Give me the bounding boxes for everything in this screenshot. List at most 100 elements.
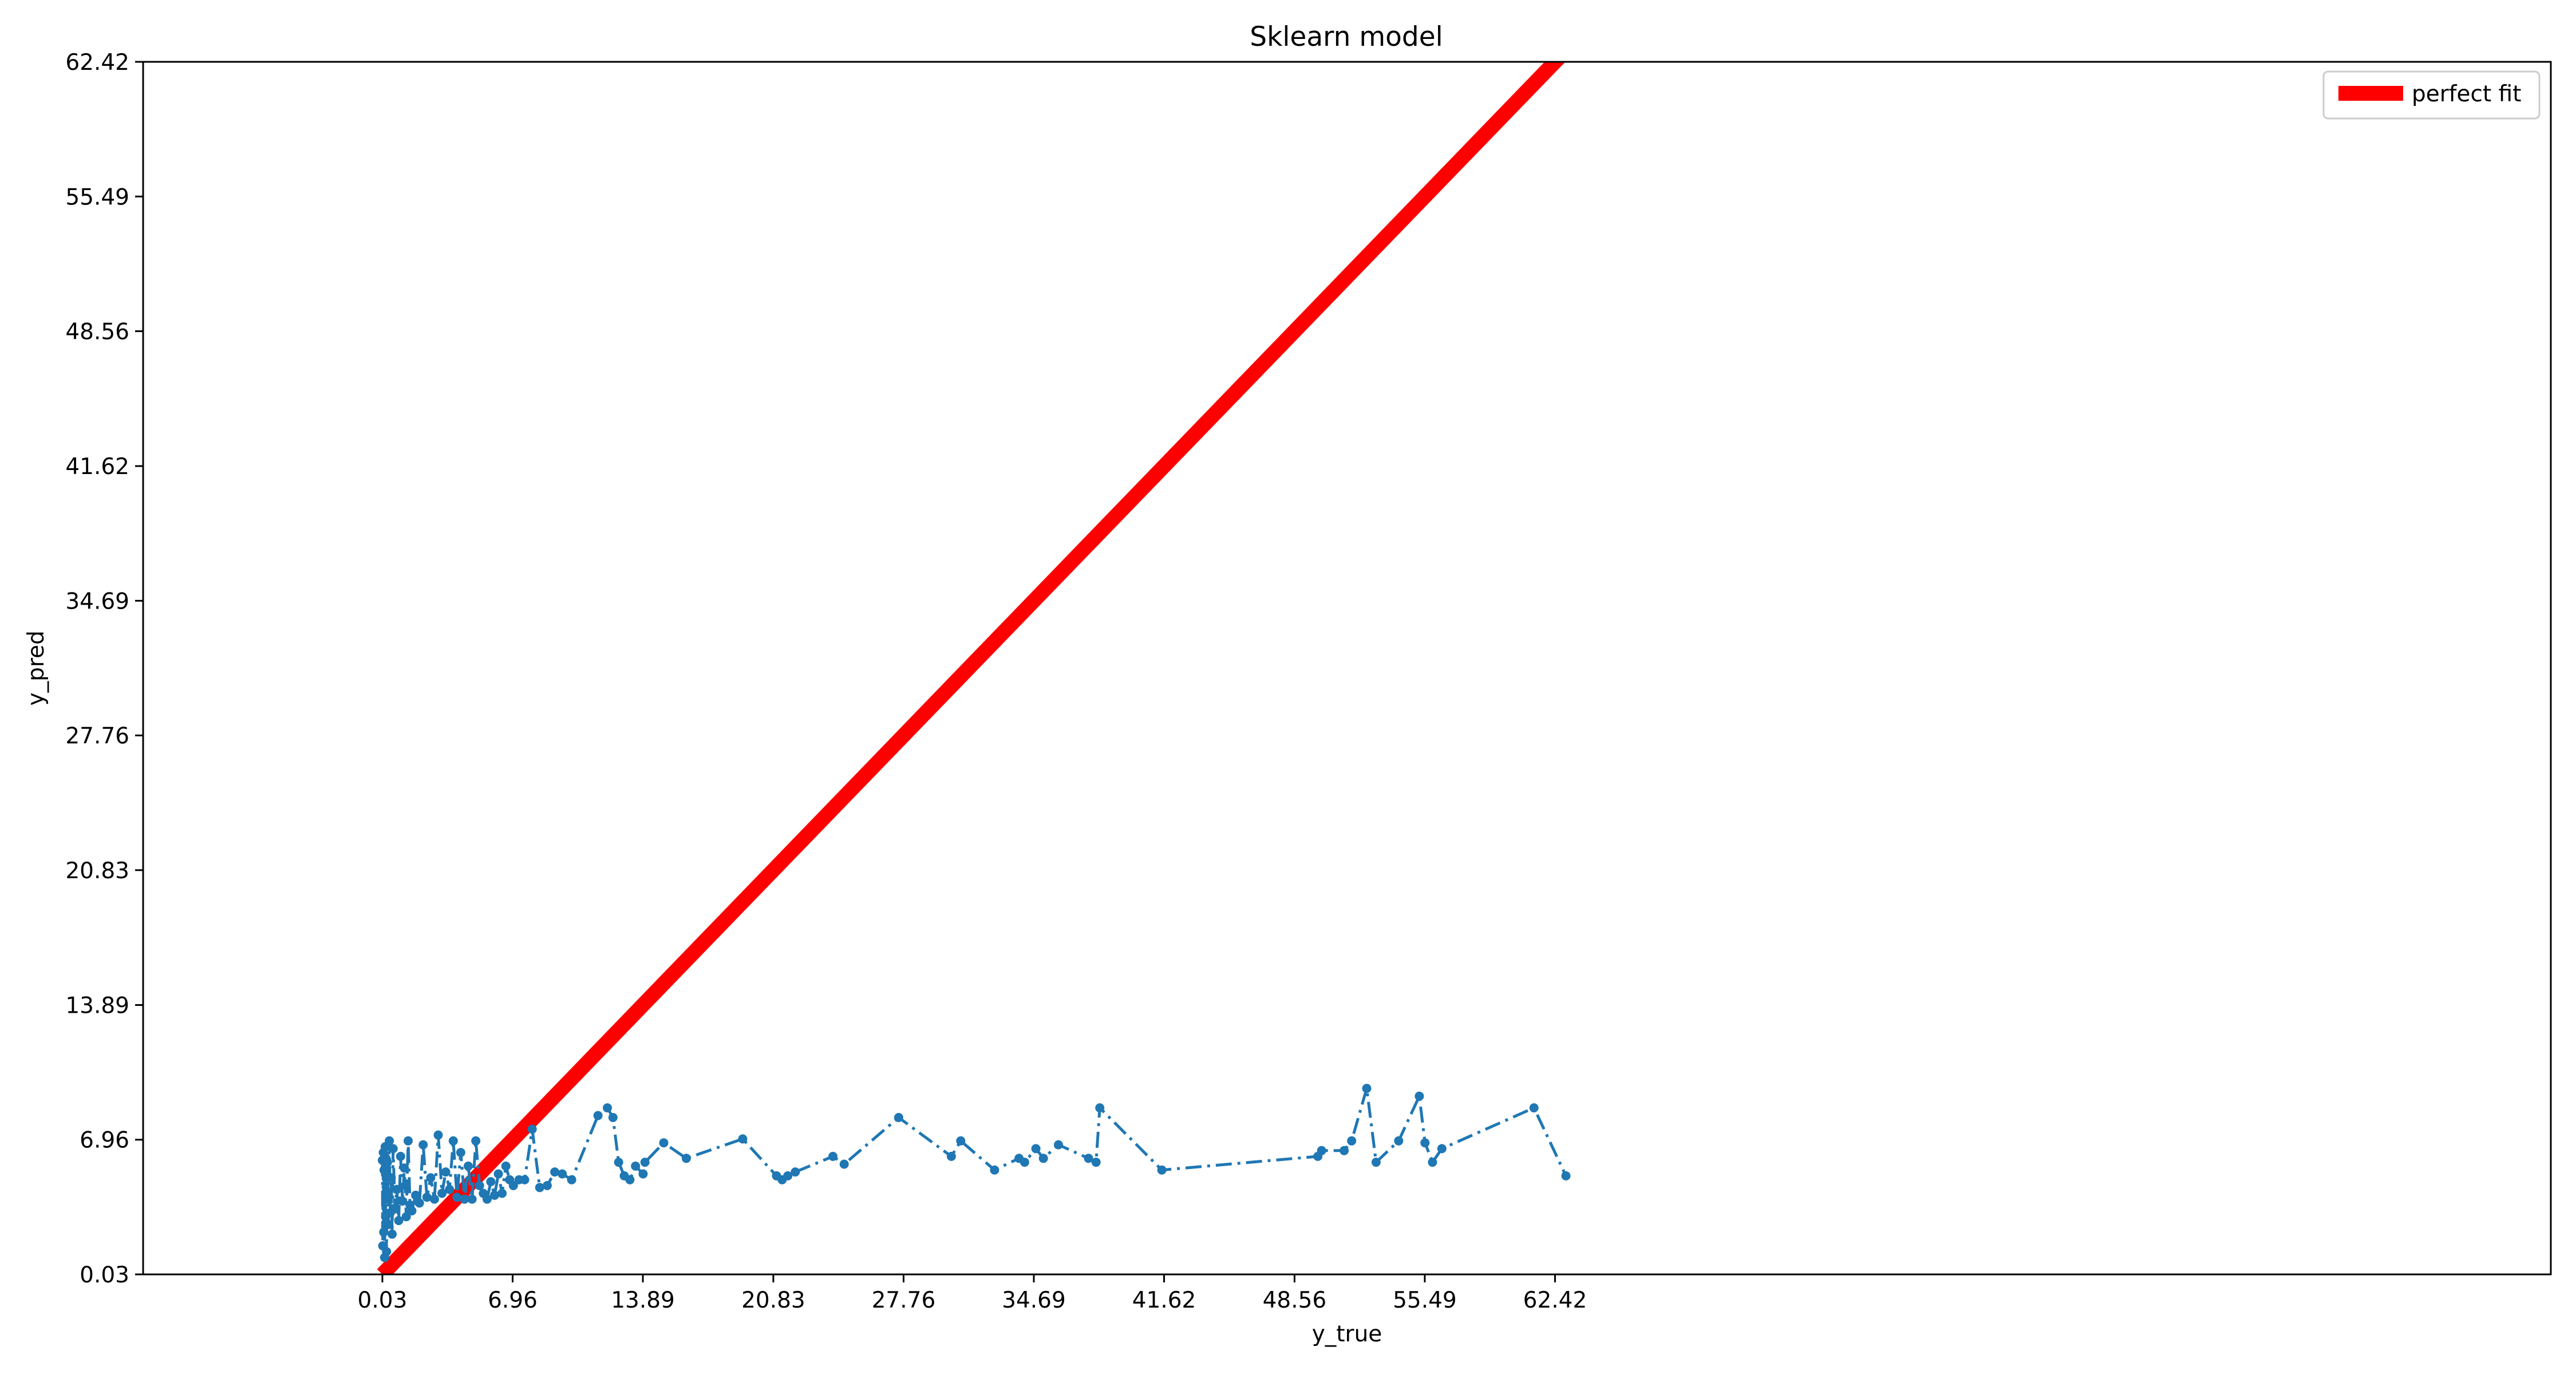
x-tick-label: 62.42	[1523, 1288, 1587, 1313]
x-tick-label: 13.89	[611, 1288, 675, 1313]
prediction-point	[398, 1197, 408, 1206]
prediction-point	[783, 1171, 793, 1180]
prediction-point	[1084, 1154, 1093, 1163]
prediction-point	[482, 1194, 492, 1204]
x-tick-label: 41.62	[1132, 1288, 1196, 1313]
prediction-point	[404, 1136, 413, 1146]
prediction-point	[437, 1189, 447, 1198]
prediction-point	[946, 1151, 956, 1161]
prediction-point	[1394, 1136, 1404, 1146]
prediction-point	[429, 1194, 439, 1204]
y-tick-label: 34.69	[65, 589, 129, 614]
prediction-point	[631, 1161, 641, 1171]
prediction-point	[452, 1193, 462, 1202]
y-tick-label: 48.56	[65, 319, 129, 345]
prediction-point	[603, 1103, 612, 1113]
prediction-point	[1561, 1171, 1571, 1180]
y-axis-label: y_pred	[23, 630, 49, 705]
prediction-point	[839, 1159, 849, 1169]
prediction-point	[414, 1198, 424, 1208]
prediction-point	[608, 1113, 618, 1122]
prediction-point	[520, 1175, 530, 1185]
prediction-point	[396, 1151, 405, 1161]
prediction-point	[1420, 1138, 1430, 1148]
prediction-point	[422, 1193, 432, 1202]
prediction-point	[990, 1165, 999, 1175]
prediction-point	[1095, 1103, 1105, 1113]
y-tick-label: 27.76	[65, 724, 129, 749]
x-tick-label: 34.69	[1002, 1288, 1066, 1313]
prediction-point	[382, 1247, 392, 1257]
prediction-point	[388, 1229, 397, 1239]
x-tick-label: 55.49	[1393, 1288, 1457, 1313]
prediction-point	[441, 1167, 451, 1177]
prediction-point	[394, 1216, 404, 1225]
prediction-point	[640, 1158, 650, 1167]
prediction-point	[550, 1167, 560, 1177]
prediction-point	[460, 1194, 469, 1204]
prediction-point	[894, 1113, 903, 1122]
prediction-point	[385, 1136, 394, 1146]
prediction-point	[445, 1185, 455, 1194]
prediction-point	[659, 1138, 669, 1148]
x-tick-label: 48.56	[1263, 1288, 1327, 1313]
plot-frame	[142, 61, 2552, 1276]
prediction-point	[638, 1169, 648, 1179]
prediction-point	[475, 1180, 484, 1190]
prediction-point	[433, 1130, 443, 1140]
prediction-point	[497, 1189, 507, 1198]
plot-area	[143, 62, 2551, 1274]
prediction-point	[390, 1204, 400, 1214]
prediction-point	[1317, 1146, 1326, 1155]
prediction-point	[384, 1219, 393, 1229]
y-tick-label: 20.83	[65, 858, 129, 884]
prediction-point	[418, 1140, 428, 1150]
prediction-point	[1091, 1158, 1101, 1167]
x-axis-label: y_true	[1312, 1321, 1382, 1347]
y-tick-label: 0.03	[80, 1262, 129, 1288]
y-tick-label: 62.42	[65, 50, 129, 76]
prediction-point	[558, 1169, 567, 1179]
chart-title: Sklearn model	[1250, 21, 1443, 53]
prediction-point	[464, 1161, 473, 1171]
legend-box	[2322, 70, 2541, 120]
prediction-point	[828, 1151, 837, 1161]
prediction-point	[501, 1161, 511, 1171]
prediction-point	[407, 1206, 417, 1215]
x-tick-label: 0.03	[358, 1288, 408, 1313]
prediction-point	[527, 1124, 537, 1134]
prediction-point	[1371, 1158, 1381, 1167]
prediction-point	[567, 1175, 576, 1185]
y-tick-label: 41.62	[65, 454, 129, 480]
prediction-point	[1362, 1084, 1372, 1093]
prediction-point	[379, 1227, 389, 1237]
prediction-point	[388, 1144, 398, 1154]
prediction-point	[593, 1111, 603, 1120]
prediction-point	[486, 1177, 496, 1187]
prediction-point	[1347, 1136, 1357, 1146]
prediction-point	[791, 1167, 800, 1177]
prediction-point	[1020, 1158, 1029, 1167]
prediction-point	[508, 1180, 518, 1190]
prediction-point	[1415, 1091, 1424, 1101]
prediction-point	[471, 1136, 481, 1146]
prediction-point	[1157, 1165, 1167, 1175]
prediction-point	[1038, 1154, 1048, 1163]
prediction-point	[681, 1154, 691, 1163]
prediction-point	[1529, 1103, 1539, 1113]
y-tick-label: 55.49	[65, 184, 129, 210]
x-tick-label: 6.96	[488, 1288, 538, 1313]
prediction-point	[448, 1136, 458, 1146]
prediction-point	[400, 1163, 409, 1173]
prediction-point	[467, 1194, 477, 1204]
prediction-point	[1054, 1140, 1063, 1150]
prediction-point	[542, 1180, 552, 1190]
x-tick-label: 27.76	[872, 1288, 936, 1313]
x-tick-label: 20.83	[741, 1288, 805, 1313]
legend: perfect fit	[2322, 70, 2541, 120]
prediction-point	[614, 1158, 623, 1167]
y-tick-label: 6.96	[80, 1128, 129, 1154]
prediction-point	[1340, 1146, 1349, 1155]
y-tick-label: 13.89	[65, 993, 129, 1018]
